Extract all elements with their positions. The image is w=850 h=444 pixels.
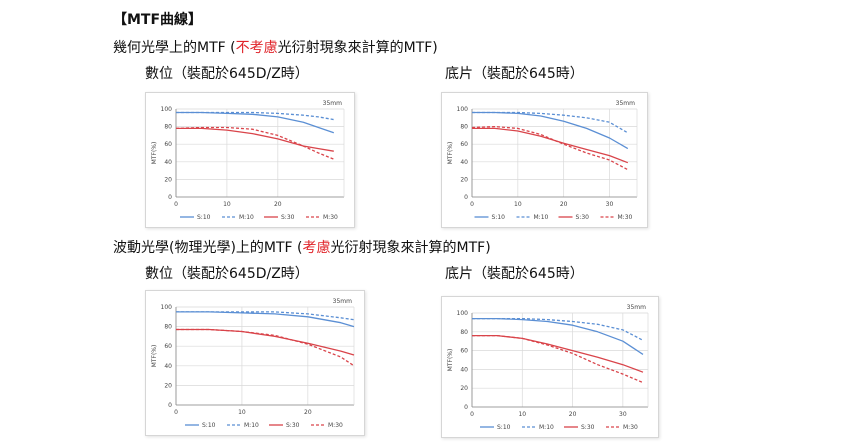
legend-label: M:10: [239, 214, 254, 221]
section-title-wave-pre: 波動光學(物理光學)上的MTF (: [113, 240, 303, 256]
legend-label: S:30: [281, 214, 295, 221]
y-tick-label: 0: [464, 404, 468, 411]
y-axis-label: MTF(%): [447, 142, 454, 165]
section-title-geometric-post: 光衍射現象來計算的MTF): [277, 40, 438, 56]
legend-label: M:30: [623, 424, 638, 431]
legend-label: S:10: [497, 424, 511, 431]
page-heading: 【MTF曲線】: [113, 12, 203, 28]
series-line-m-10: [176, 111, 334, 121]
x-tick-label: 10: [518, 411, 526, 418]
x-tick-label: 10: [223, 201, 231, 208]
y-tick-label: 40: [164, 363, 172, 370]
y-tick-label: 60: [164, 141, 172, 148]
mtf-chart-geometric-digital: 0 20 40 60 80 100 0 10 20 35mm MTF(%) S:10 M:10 S:30 M…: [145, 92, 355, 228]
y-tick-label: 80: [164, 124, 172, 131]
section-title-wave-highlight: 考慮: [302, 240, 331, 256]
series-line-m-30: [176, 328, 355, 367]
mtf-chart-geometric-film: 0 20 40 60 80 100 0 10 20 30 35mm MTF(%) S:10 M:10 S:3…: [441, 92, 648, 228]
legend-label: S:10: [202, 422, 216, 429]
chart-svg: 0 20 40 60 80 100 0 10 20 35mm MTF(%) S:10 M:10 S:30 M…: [151, 298, 355, 429]
legend-label: S:30: [581, 424, 595, 431]
series-line-m-10: [472, 317, 644, 341]
x-tick-label: 30: [606, 201, 614, 208]
y-tick-label: 20: [164, 382, 172, 389]
legend-label: S:10: [197, 214, 211, 221]
caption-film-geometric: 底片（裝配於645時）: [445, 66, 584, 82]
legend-label: M:30: [328, 422, 343, 429]
chart-svg: 0 20 40 60 80 100 0 10 20 30 35mm MTF(%) S:10 M:10 S:3…: [447, 304, 649, 431]
y-axis-label: MTF(%): [151, 142, 158, 165]
series-line-s-30: [176, 127, 334, 152]
x-tick-label: 20: [304, 409, 312, 416]
legend-label: S:10: [492, 214, 506, 221]
x-tick-label: 0: [470, 201, 474, 208]
y-tick-label: 0: [464, 194, 468, 201]
series-line-s-30: [176, 328, 355, 356]
x-tick-label: 20: [560, 201, 568, 208]
y-tick-label: 80: [164, 324, 172, 331]
y-tick-label: 0: [168, 194, 172, 201]
chart-svg: 0 20 40 60 80 100 0 10 20 35mm MTF(%) S:10 M:10 S:30 M…: [151, 100, 345, 221]
section-title-wave: 波動光學(物理光學)上的MTF (考慮光衍射現象來計算的MTF): [113, 240, 491, 256]
y-tick-label: 40: [460, 366, 468, 373]
caption-digital-wave: 數位（裝配於645D/Z時）: [145, 266, 309, 282]
chart-annotation: 35mm: [616, 100, 635, 107]
series-line-s-10: [472, 111, 629, 150]
y-tick-label: 20: [460, 385, 468, 392]
x-tick-label: 10: [514, 201, 522, 208]
section-title-geometric-highlight: 不考慮: [235, 40, 278, 56]
series-line-s-10: [472, 317, 644, 355]
x-tick-label: 0: [470, 411, 474, 418]
y-tick-label: 0: [168, 402, 172, 409]
y-axis-label: MTF(%): [447, 349, 454, 372]
legend-label: S:30: [286, 422, 300, 429]
legend-label: M:10: [539, 424, 554, 431]
x-tick-label: 20: [274, 201, 282, 208]
y-tick-label: 100: [161, 106, 173, 113]
caption-film-wave: 底片（裝配於645時）: [445, 266, 584, 282]
section-title-geometric: 幾何光學上的MTF (不考慮光衍射現象來計算的MTF): [113, 40, 438, 56]
caption-digital-geometric: 數位（裝配於645D/Z時）: [145, 66, 309, 82]
section-title-wave-post: 光衍射現象來計算的MTF): [330, 240, 491, 256]
series-line-m-30: [175, 126, 335, 160]
series-line-s-10: [176, 111, 335, 134]
y-tick-label: 60: [460, 348, 468, 355]
series-line-m-30: [471, 125, 629, 171]
chart-annotation: 35mm: [627, 304, 646, 311]
x-tick-label: 0: [174, 409, 178, 416]
y-tick-label: 20: [164, 176, 172, 183]
series-line-s-10: [176, 311, 355, 328]
x-tick-label: 0: [174, 201, 178, 208]
y-tick-label: 60: [164, 343, 172, 350]
chart-annotation: 35mm: [323, 100, 342, 107]
legend-label: M:10: [244, 422, 259, 429]
y-tick-label: 20: [460, 176, 468, 183]
y-tick-label: 100: [457, 310, 469, 317]
y-tick-label: 40: [460, 159, 468, 166]
series-line-m-30: [472, 334, 644, 384]
chart-svg: 0 20 40 60 80 100 0 10 20 30 35mm MTF(%) S:10 M:10 S:3…: [447, 100, 638, 221]
legend-label: S:30: [576, 214, 590, 221]
y-tick-label: 100: [161, 304, 173, 311]
series-line-m-10: [472, 111, 629, 134]
series-line-m-10: [176, 311, 355, 321]
y-axis-label: MTF(%): [151, 345, 158, 368]
section-title-geometric-pre: 幾何光學上的MTF (: [113, 40, 236, 56]
y-tick-label: 60: [460, 141, 468, 148]
y-tick-label: 40: [164, 159, 172, 166]
y-tick-label: 80: [460, 329, 468, 336]
x-tick-label: 30: [619, 411, 627, 418]
x-tick-label: 10: [238, 409, 246, 416]
legend-label: M:30: [618, 214, 633, 221]
mtf-chart-wave-digital: 0 20 40 60 80 100 0 10 20 35mm MTF(%) S:10 M:10 S:30 M…: [145, 290, 365, 436]
chart-annotation: 35mm: [333, 298, 352, 305]
legend-label: M:10: [534, 214, 549, 221]
series-line-s-30: [472, 334, 644, 373]
x-tick-label: 20: [569, 411, 577, 418]
y-tick-label: 100: [457, 106, 469, 113]
series-line-s-30: [472, 127, 629, 164]
mtf-chart-wave-film: 0 20 40 60 80 100 0 10 20 30 35mm MTF(%) S:10 M:10 S:3…: [441, 296, 659, 438]
legend-label: M:30: [323, 214, 338, 221]
y-tick-label: 80: [460, 124, 468, 131]
